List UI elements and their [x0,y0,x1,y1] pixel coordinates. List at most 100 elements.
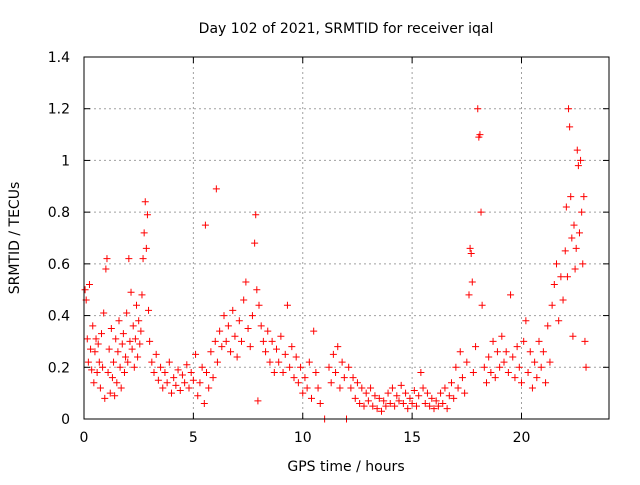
data-point [513,343,521,351]
data-point [531,358,539,366]
data-point [504,368,512,376]
data-point [189,376,197,384]
data-point [461,389,469,397]
data-point [582,363,590,371]
data-point [266,358,274,366]
data-point [176,387,184,395]
data-point [520,337,528,345]
data-point [364,397,372,405]
data-point [244,325,252,332]
data-point [465,291,473,299]
data-point [454,384,462,392]
data-point [165,358,173,366]
data-point [161,368,169,376]
data-point [450,394,458,402]
data-point [535,337,543,345]
data-point [347,384,355,392]
data-point [550,281,558,289]
data-point [113,379,121,387]
data-point [270,368,278,376]
data-point [89,322,97,330]
data-point [466,244,474,252]
data-point [103,255,111,263]
data-point [84,358,92,366]
data-point [110,358,118,366]
data-point [227,348,235,356]
data-point [548,301,556,309]
data-point [279,368,287,376]
data-point [568,234,576,242]
data-point [493,348,501,356]
data-point [240,296,248,304]
data-point [574,162,582,170]
data-point [294,379,302,387]
x-tick-labels: 0 5 10 15 20 [80,430,531,446]
data-point [174,366,182,374]
data-point [163,379,171,387]
data-point [288,343,296,351]
data-point [437,389,445,397]
chart-title: Day 102 of 2021, SRMTID for receiver iqa… [199,21,494,37]
data-point [116,363,124,371]
data-point [183,361,191,369]
data-point [577,156,585,164]
data-point [111,392,119,400]
data-point [353,379,361,387]
x-tick-label: 15 [403,430,421,446]
data-point [334,343,342,351]
data-points [81,105,590,423]
data-point [198,363,206,371]
data-point [107,325,115,332]
data-point [408,399,416,407]
data-point [356,399,364,407]
data-point [281,350,289,358]
data-point [563,273,571,281]
data-point [544,322,552,330]
data-point [253,286,261,294]
data-point [130,363,138,371]
data-point [141,198,149,206]
data-point [430,405,438,413]
data-point [254,397,262,405]
data-point [268,337,276,345]
data-point [570,221,578,229]
data-point [257,322,265,330]
data-point [388,384,396,392]
data-point [310,327,318,335]
data-point [139,255,147,263]
data-point [120,368,128,376]
data-point [511,374,519,382]
data-point [283,301,291,309]
data-point [567,193,575,201]
data-point [480,363,488,371]
data-point [367,384,375,392]
data-point [207,348,215,356]
data-point [496,363,504,371]
data-point [542,379,550,387]
data-point [297,363,305,371]
data-point [301,374,309,382]
data-point [561,247,569,255]
data-point [220,312,228,320]
data-point [83,335,91,343]
data-point [248,312,256,320]
data-point [580,193,588,201]
data-point [88,366,96,374]
data-point [566,123,574,131]
data-point [463,358,471,366]
data-point [146,337,154,345]
data-point [509,353,517,361]
data-point [235,317,243,325]
data-point [233,353,241,361]
data-point [251,239,259,247]
data-point [122,353,130,361]
y-tick-label: 1.2 [48,102,70,118]
data-point [87,345,95,353]
plot-frame [83,56,610,420]
data-point [92,335,100,343]
data-point [209,374,217,382]
data-point [487,368,495,376]
data-point [312,368,320,376]
data-point [138,291,146,299]
data-point [259,337,267,345]
